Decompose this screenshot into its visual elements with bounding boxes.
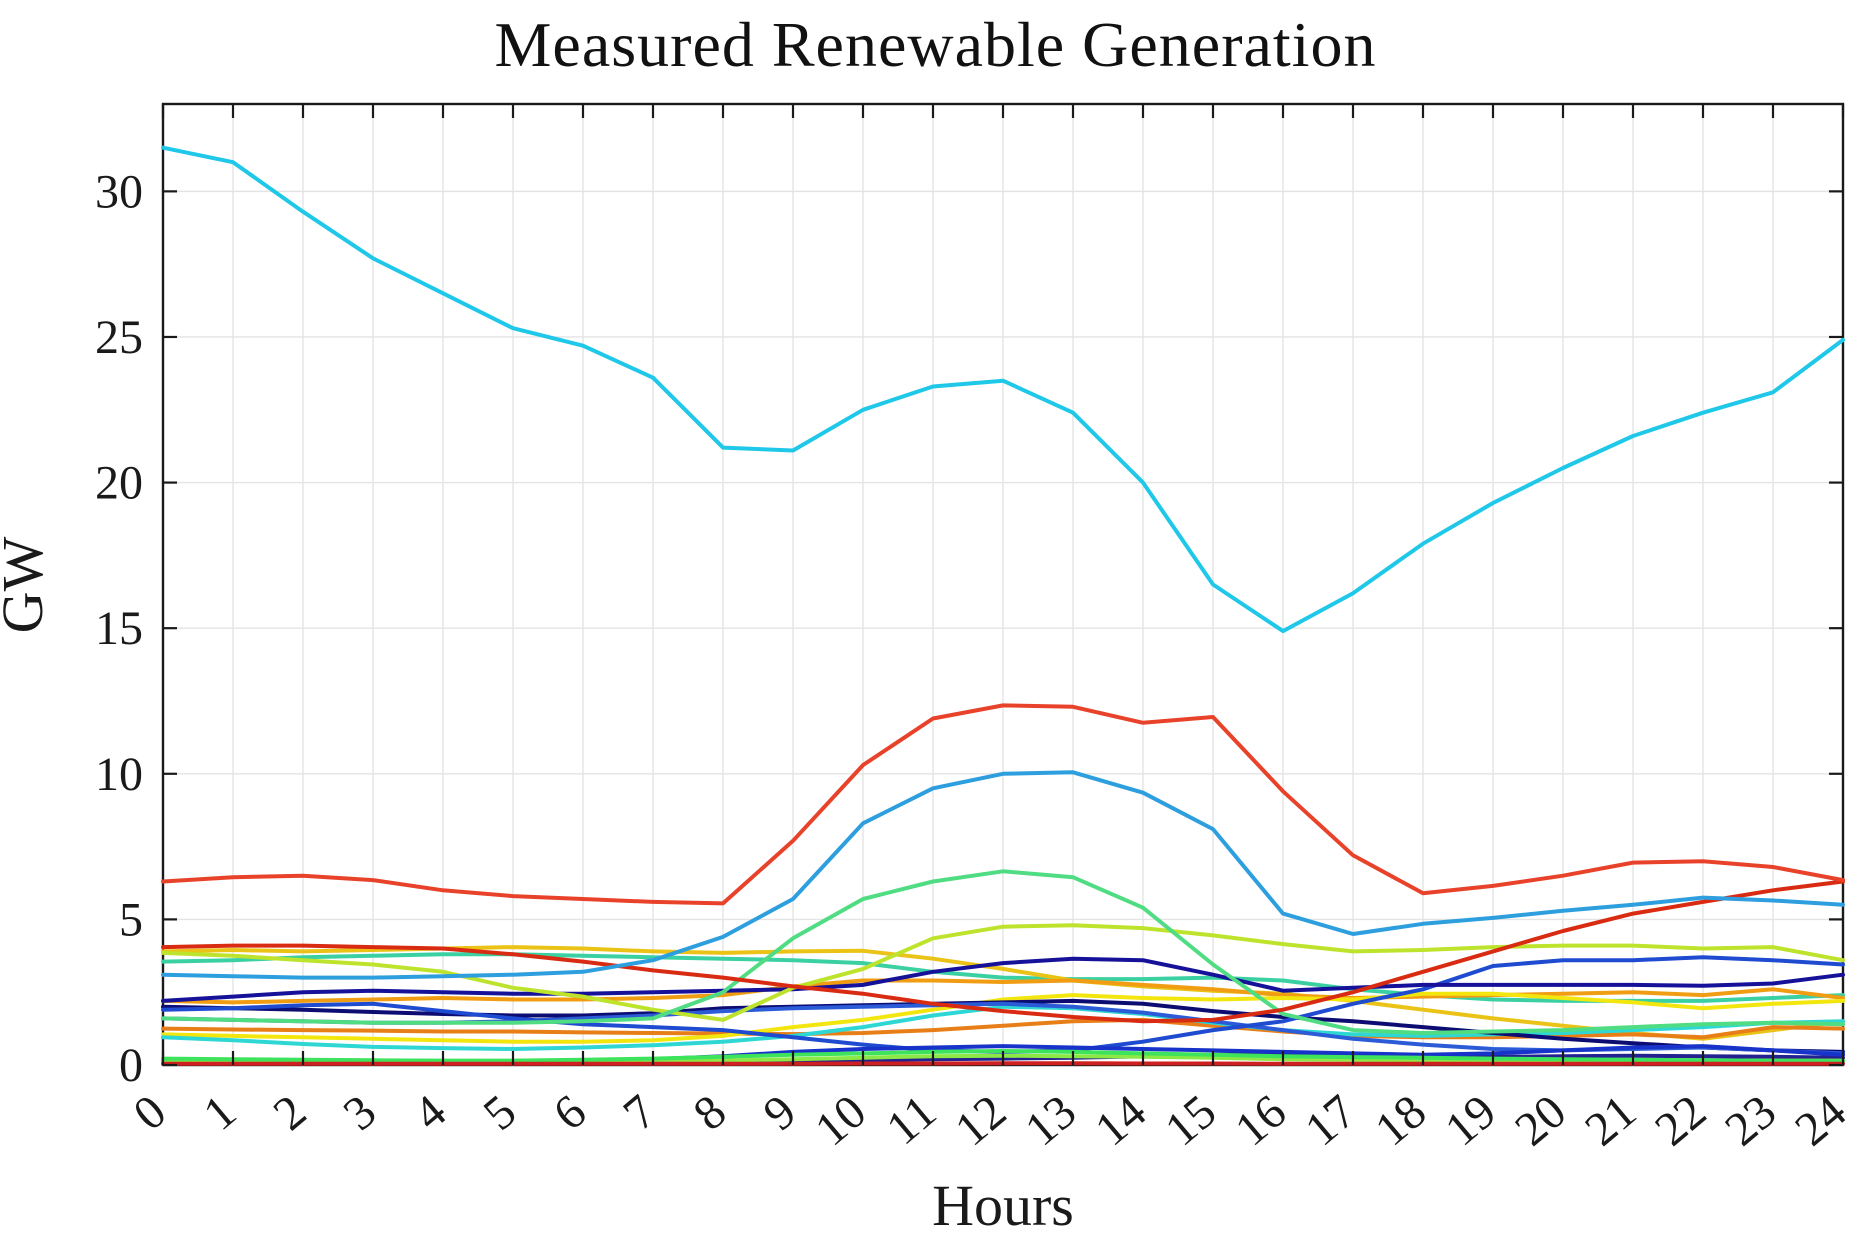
series-line-teal (161, 952, 1845, 1003)
y-tick-label-25: 25 (95, 311, 143, 364)
series-line-cyan-small (161, 1004, 1845, 1051)
y-axis-label: GW (0, 536, 55, 633)
x-tick-label-16: 16 (1225, 1085, 1296, 1156)
x-tick-label-15: 15 (1155, 1085, 1226, 1156)
x-tick-label-6: 6 (544, 1085, 596, 1141)
series-line-orange-high (161, 978, 1845, 1005)
series-line-navy-mid (161, 956, 1845, 1003)
series-line-red-solar (161, 703, 1845, 906)
series-line-orange-low (161, 1017, 1845, 1040)
x-tick-label-11: 11 (877, 1085, 946, 1155)
grid-layer (162, 104, 1844, 1066)
x-tick-label-8: 8 (684, 1085, 736, 1141)
y-tick-label-30: 30 (95, 165, 143, 218)
x-tick-label-18: 18 (1365, 1085, 1436, 1156)
x-tick-label-13: 13 (1015, 1085, 1086, 1156)
x-axis-label: Hours (932, 1173, 1074, 1238)
chart-title: Measured Renewable Generation (494, 9, 1377, 80)
y-tick-label-10: 10 (95, 748, 143, 801)
y-tick-label-0: 0 (119, 1039, 143, 1092)
x-tick-label-22: 22 (1645, 1085, 1716, 1156)
series-line-cyan-big (161, 145, 1845, 634)
x-tick-label-19: 19 (1435, 1085, 1506, 1156)
x-tick-label-1: 1 (194, 1085, 246, 1141)
series-line-yellow (161, 991, 1845, 1044)
series-line-red-rising (161, 879, 1845, 1024)
x-tick-label-24: 24 (1785, 1085, 1856, 1156)
x-tick-label-21: 21 (1575, 1085, 1646, 1156)
x-tick-label-10: 10 (805, 1085, 876, 1156)
series-line-emerald (161, 869, 1845, 1035)
tick-layer (161, 104, 1845, 1067)
series-line-green-yellow (161, 923, 1845, 1022)
x-tick-label-12: 12 (945, 1085, 1016, 1156)
x-tick-label-23: 23 (1715, 1085, 1786, 1156)
x-tick-label-0: 0 (124, 1085, 176, 1141)
x-tick-label-4: 4 (404, 1085, 456, 1141)
x-tick-label-7: 7 (614, 1085, 666, 1141)
x-tick-label-2: 2 (264, 1085, 316, 1141)
x-tick-label-14: 14 (1085, 1085, 1156, 1156)
series-line-sky-blue (161, 770, 1845, 980)
x-tick-label-5: 5 (474, 1085, 526, 1141)
y-tick-label-15: 15 (95, 602, 143, 655)
y-tick-label-20: 20 (95, 457, 143, 510)
x-tick-label-9: 9 (754, 1085, 806, 1141)
x-tick-label-17: 17 (1295, 1085, 1366, 1156)
y-tick-label-5: 5 (119, 893, 143, 946)
x-tick-label-20: 20 (1505, 1085, 1576, 1156)
x-tick-label-3: 3 (334, 1085, 386, 1141)
